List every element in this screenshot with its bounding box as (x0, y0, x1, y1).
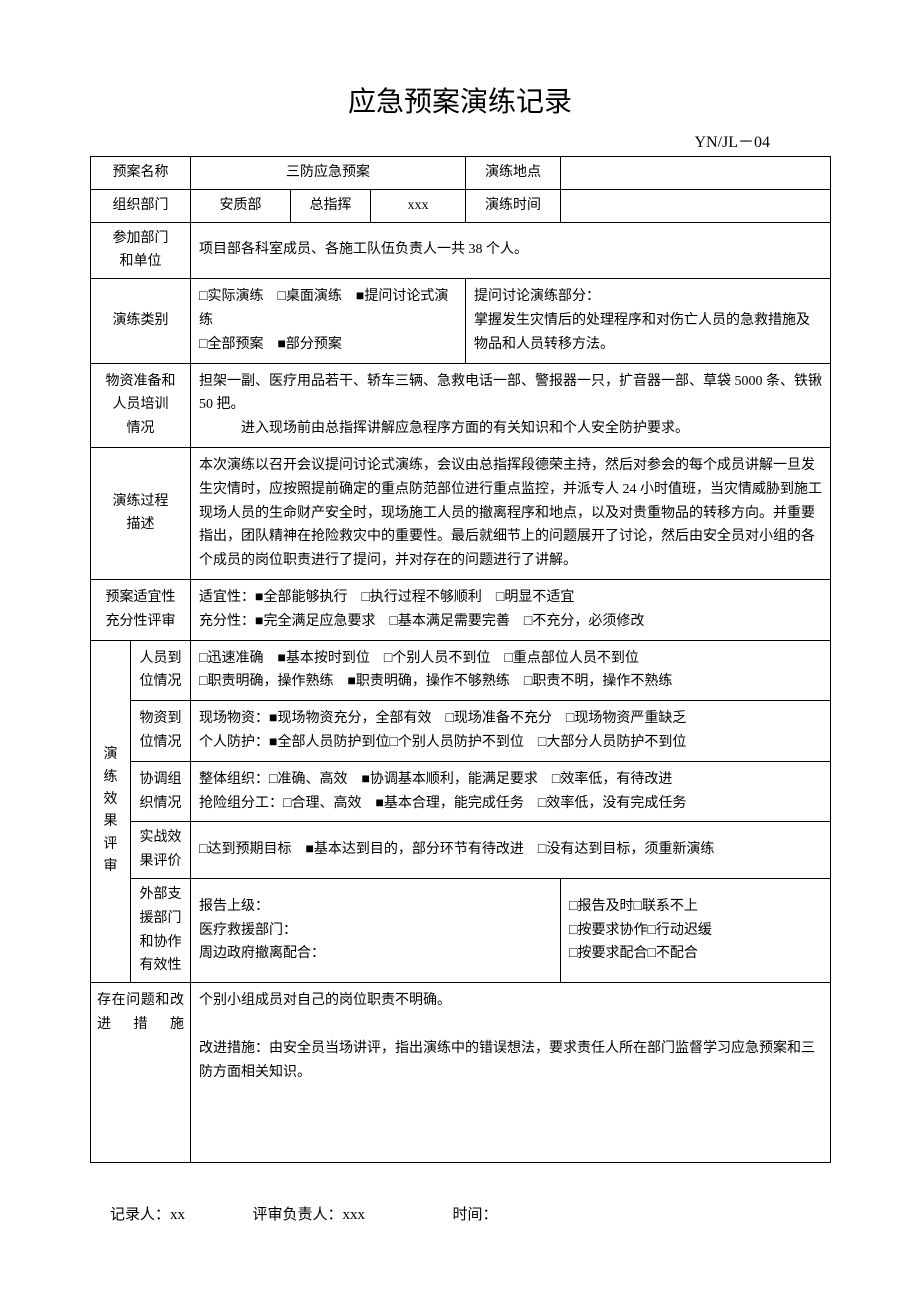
value-external-left: 报告上级： 医疗救援部门： 周边政府撤离配合： (191, 878, 561, 982)
value-external-right: □报告及时□联系不上 □按要求协作□行动迟缓 □按要求配合□不配合 (561, 878, 831, 982)
label-time: 演练时间 (466, 189, 561, 222)
footer: 记录人：xx 评审负责人：xxx 时间： (90, 1203, 830, 1224)
value-personnel: □迅速准确 ■基本按时到位 □个别人员不到位 □重点部位人员不到位 □职责明确，… (191, 640, 831, 701)
value-org-dept: 安质部 (191, 189, 291, 222)
label-category: 演练类别 (91, 279, 191, 363)
label-external: 外部支 援部门 和协作 有效性 (131, 878, 191, 982)
time-label: 时间： (453, 1203, 498, 1224)
value-commander: xxx (371, 189, 466, 222)
label-effect: 实战效 果评价 (131, 822, 191, 879)
label-supplies: 物资到 位情况 (131, 701, 191, 762)
label-participants: 参加部门 和单位 (91, 222, 191, 279)
document-code: YN/JL－04 (90, 128, 830, 152)
label-suitability: 预案适宜性 充分性评审 (91, 579, 191, 640)
value-process: 本次演练以召开会议提问讨论式演练，会议由总指挥段德荣主持，然后对参会的每个成员讲… (191, 447, 831, 579)
value-time (561, 189, 831, 222)
label-personnel: 人员到 位情况 (131, 640, 191, 701)
recorder-name: xx (170, 1207, 185, 1224)
label-location: 演练地点 (466, 157, 561, 190)
label-process: 演练过程 描述 (91, 447, 191, 579)
value-issues: 个别小组成员对自己的岗位职责不明确。 改进措施：由安全员当场讲评，指出演练中的错… (191, 983, 831, 1163)
value-suitability: 适宜性：■全部能够执行 □执行过程不够顺利 □明显不适宜 充分性：■完全满足应急… (191, 579, 831, 640)
value-supplies: 现场物资：■现场物资充分，全部有效 □现场准备不充分 □现场物资严重缺乏 个人防… (191, 701, 831, 762)
record-table: 预案名称 三防应急预案 演练地点 组织部门 安质部 总指挥 xxx 演练时间 参… (90, 156, 831, 1163)
recorder-label: 记录人： (110, 1203, 170, 1224)
label-materials: 物资准备和 人员培训 情况 (91, 363, 191, 447)
value-effect: □达到预期目标 ■基本达到目的，部分环节有待改进 □没有达到目标，须重新演练 (191, 822, 831, 879)
value-participants: 项目部各科室成员、各施工队伍负责人一共 38 个人。 (191, 222, 831, 279)
value-coord: 整体组织：□准确、高效 ■协调基本顺利，能满足要求 □效率低，有待改进 抢险组分… (191, 761, 831, 822)
reviewer-name: xxx (343, 1207, 366, 1224)
value-materials: 担架一副、医疗用品若干、轿车三辆、急救电话一部、警报器一只，扩音器一部、草袋 5… (191, 363, 831, 447)
value-category-left: □实际演练 □桌面演练 ■提问讨论式演练 □全部预案 ■部分预案 (191, 279, 466, 363)
label-issues: 存在问题和改进措施 (91, 983, 191, 1163)
page-title: 应急预案演练记录 (90, 80, 830, 120)
review-v-text: 演练效果评审 (104, 747, 118, 874)
value-location (561, 157, 831, 190)
value-category-right: 提问讨论演练部分： 掌握发生灾情后的处理程序和对伤亡人员的急救措施及物品和人员转… (466, 279, 831, 363)
reviewer-label: 评审负责人： (253, 1203, 343, 1224)
label-commander: 总指挥 (291, 189, 371, 222)
label-org-dept: 组织部门 (91, 189, 191, 222)
label-review-vertical: 演练效果评审 (91, 640, 131, 983)
label-plan-name: 预案名称 (91, 157, 191, 190)
value-plan-name: 三防应急预案 (191, 157, 466, 190)
label-coord: 协调组 织情况 (131, 761, 191, 822)
